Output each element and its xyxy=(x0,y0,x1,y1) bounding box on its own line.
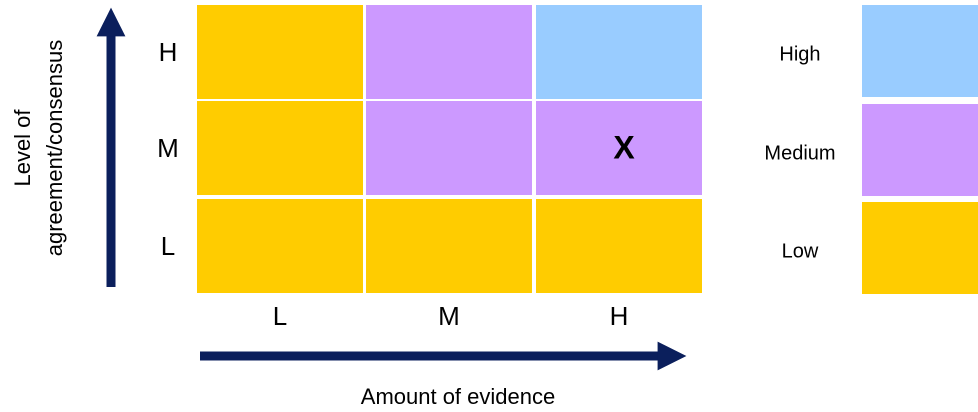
y-level-label: H xyxy=(159,37,178,67)
legend-label: Medium xyxy=(764,142,835,164)
legend-label: Low xyxy=(782,240,819,262)
matrix-cell xyxy=(366,199,532,293)
x-level-label: M xyxy=(438,301,460,331)
matrix-cell xyxy=(536,5,702,99)
matrix-cell xyxy=(536,101,702,195)
matrix-cell xyxy=(536,199,702,293)
x-level-label: L xyxy=(273,301,287,331)
y-axis-label: Level of xyxy=(10,109,35,187)
x-axis-label: Amount of evidence xyxy=(361,384,555,409)
legend-label: High xyxy=(779,43,820,65)
matrix-cell xyxy=(197,5,363,99)
matrix-cell xyxy=(197,199,363,293)
x-level-label: H xyxy=(610,301,629,331)
legend-swatch xyxy=(862,5,978,97)
cell-marker: X xyxy=(613,129,635,165)
y-axis-label: agreement/consensus xyxy=(42,40,67,256)
y-level-label: M xyxy=(157,133,179,163)
matrix-cell xyxy=(197,101,363,195)
legend-swatch xyxy=(862,202,978,294)
matrix-cell xyxy=(366,101,532,195)
y-level-label: L xyxy=(161,231,175,261)
legend-swatch xyxy=(862,104,978,196)
matrix-cell xyxy=(366,5,532,99)
